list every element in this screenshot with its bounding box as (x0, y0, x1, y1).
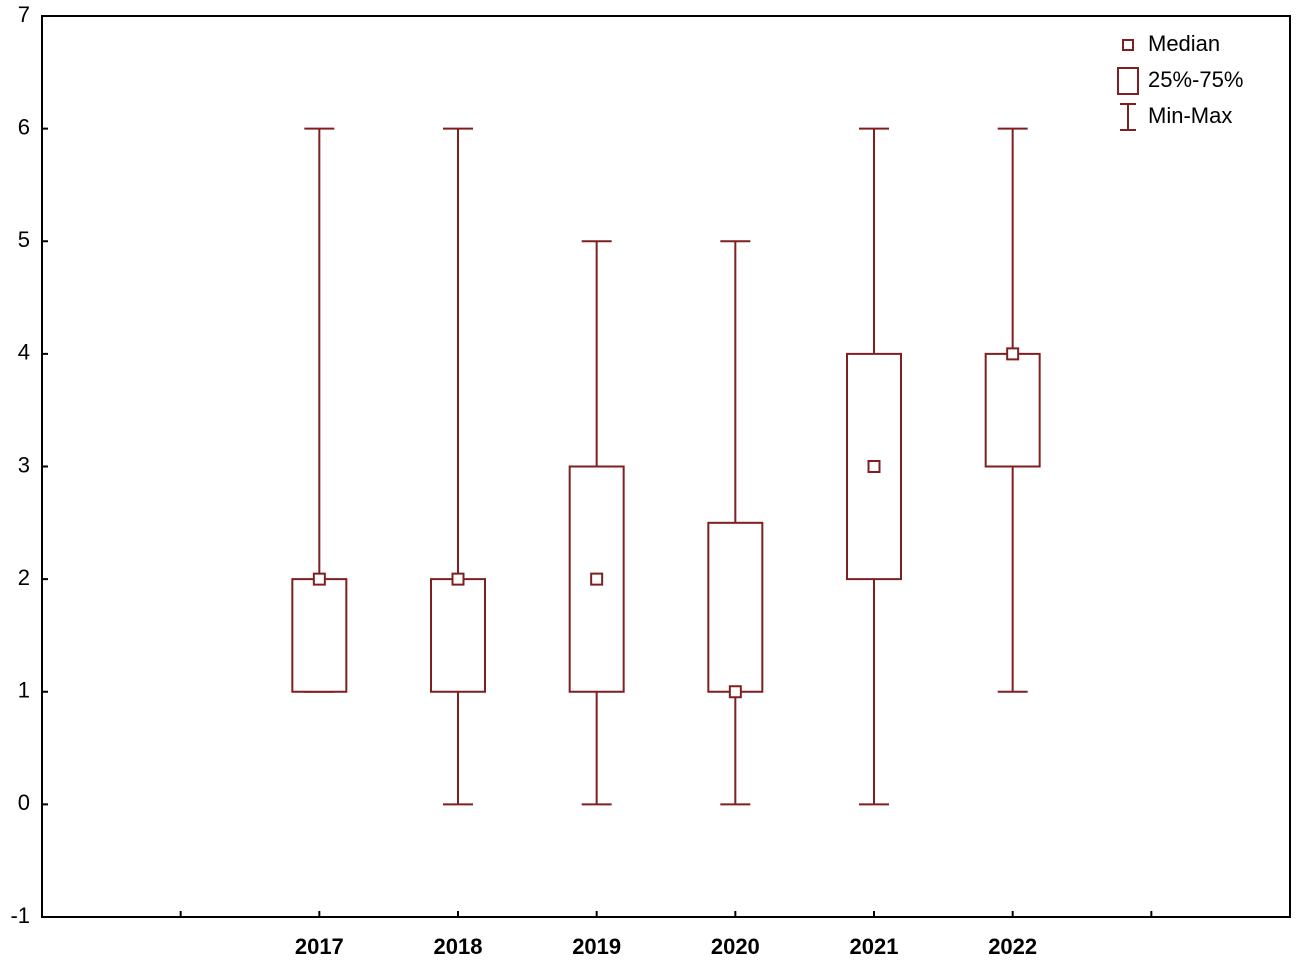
y-tick-label: 1 (18, 678, 30, 703)
legend-label: 25%-75% (1148, 67, 1243, 92)
legend-label: Min-Max (1148, 103, 1232, 128)
box (430, 578, 486, 693)
legend-label: Median (1148, 31, 1220, 56)
y-tick-label: 4 (18, 340, 30, 365)
y-tick-label: 6 (18, 114, 30, 139)
y-tick-label: 2 (18, 565, 30, 590)
x-tick-label: 2022 (988, 934, 1037, 959)
y-tick-label: -1 (10, 903, 30, 928)
y-tick-label: 0 (18, 790, 30, 815)
x-tick-label: 2021 (850, 934, 899, 959)
x-tick-label: 2017 (295, 934, 344, 959)
x-tick-label: 2019 (572, 934, 621, 959)
median-marker (1006, 347, 1020, 361)
legend-median-symbol (1122, 39, 1134, 51)
median-marker (451, 572, 465, 586)
median-marker (590, 572, 604, 586)
y-tick-label: 3 (18, 452, 30, 477)
box (707, 521, 764, 693)
median-marker (867, 460, 881, 473)
y-tick-label: 7 (18, 2, 30, 27)
median-marker (728, 685, 742, 699)
box (291, 578, 348, 693)
x-tick-label: 2020 (711, 934, 760, 959)
box (984, 352, 1041, 468)
y-tick-label: 5 (18, 227, 30, 252)
x-tick-label: 2018 (434, 934, 483, 959)
plot-frame (41, 15, 1291, 918)
median-marker (312, 572, 326, 586)
legend-box-symbol (1117, 67, 1139, 95)
